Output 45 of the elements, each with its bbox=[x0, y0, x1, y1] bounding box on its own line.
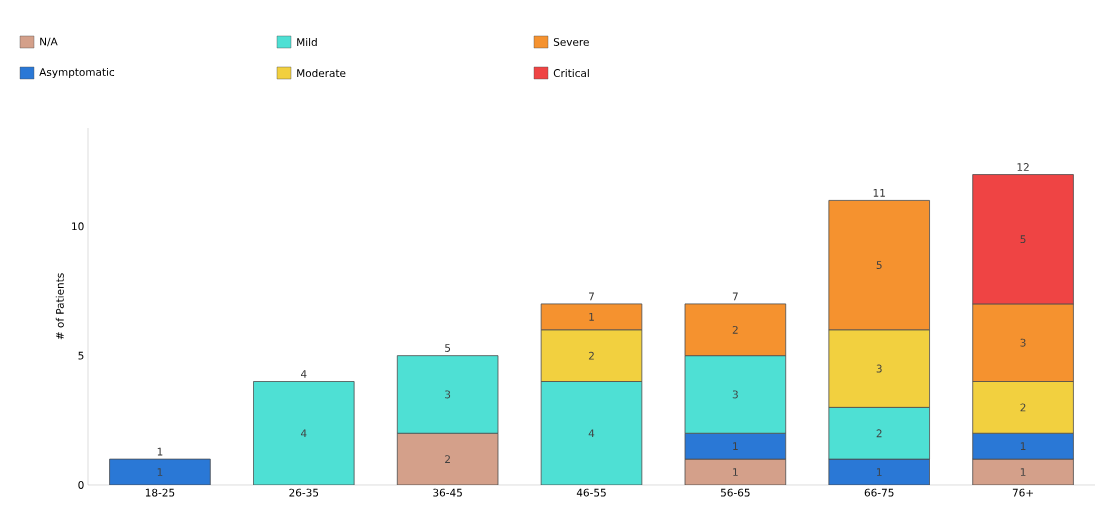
data-label: 1 bbox=[733, 442, 738, 450]
x-tick-label: 76+ bbox=[1012, 488, 1033, 497]
y-tick-label: 5 bbox=[78, 351, 84, 360]
data-label: 5 bbox=[876, 261, 882, 269]
data-label: 2 bbox=[876, 429, 882, 438]
total-label: 1 bbox=[157, 447, 163, 456]
x-tick-label: 26-35 bbox=[289, 488, 319, 497]
total-label: 5 bbox=[445, 344, 451, 352]
legend-label: Critical bbox=[553, 68, 589, 78]
x-tick-label: 56-65 bbox=[720, 488, 750, 497]
data-label: 4 bbox=[588, 429, 595, 438]
data-label: 1 bbox=[733, 468, 738, 476]
total-label: 7 bbox=[589, 292, 594, 301]
data-label: 1 bbox=[157, 468, 163, 476]
legend-label: Severe bbox=[553, 38, 589, 46]
legend-label: N/A bbox=[40, 37, 58, 47]
data-label: 3 bbox=[445, 390, 451, 399]
data-label: 1 bbox=[1020, 442, 1026, 450]
data-label: 4 bbox=[300, 429, 307, 438]
data-label: 5 bbox=[1020, 235, 1026, 244]
total-label: 7 bbox=[732, 292, 738, 301]
data-label: 1 bbox=[1020, 468, 1026, 476]
y-tick-label: 10 bbox=[72, 222, 84, 231]
data-label: 3 bbox=[1020, 338, 1026, 347]
x-tick-label: 36-45 bbox=[433, 488, 462, 497]
data-label: 2 bbox=[588, 351, 594, 360]
data-label: 2 bbox=[1020, 403, 1026, 412]
x-tick-label: 46-55 bbox=[576, 488, 606, 497]
data-label: 3 bbox=[732, 390, 738, 399]
data-label: 2 bbox=[445, 455, 450, 463]
legend-label: Moderate bbox=[297, 68, 346, 78]
data-label: 1 bbox=[877, 468, 882, 476]
total-label: 4 bbox=[300, 370, 307, 378]
data-label: 2 bbox=[732, 325, 738, 334]
y-tick-label: 0 bbox=[78, 481, 84, 489]
total-label: 11 bbox=[873, 189, 885, 197]
data-label: 3 bbox=[876, 364, 882, 373]
legend-label: Mild bbox=[297, 37, 317, 47]
legend-label: Asymptomatic bbox=[39, 67, 115, 79]
x-tick-label: 66-75 bbox=[864, 488, 894, 497]
total-label: 12 bbox=[1017, 163, 1029, 171]
data-label: 1 bbox=[589, 313, 594, 321]
bar bbox=[253, 381, 355, 485]
x-tick-label: 18-25 bbox=[145, 488, 175, 497]
y-axis-title: # of Patients bbox=[55, 273, 64, 340]
